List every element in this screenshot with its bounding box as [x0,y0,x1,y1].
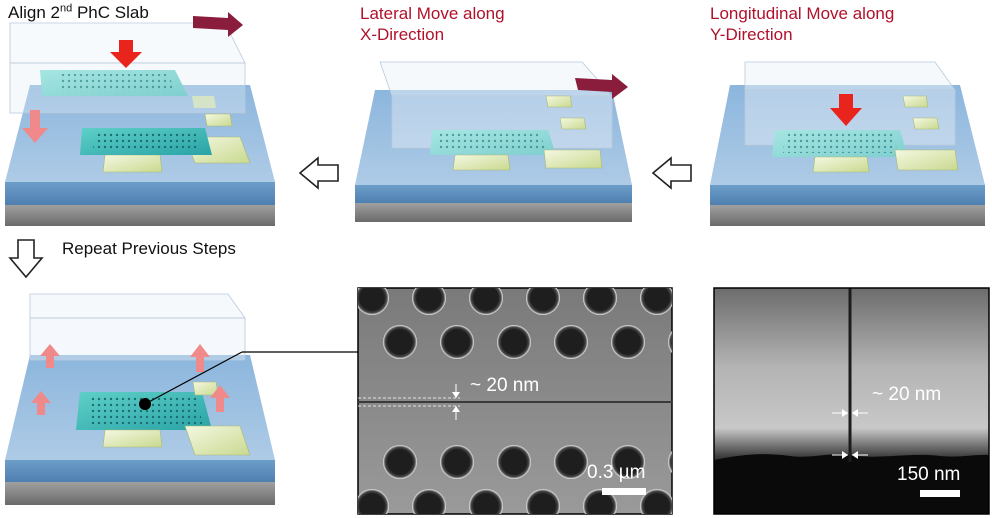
air-hole [383,325,417,359]
gap-arrow-right-icon [842,409,848,417]
pink-move-arrow-icon [22,110,48,143]
contact-pad [184,425,251,456]
pink-up-arrow-icon [210,385,230,412]
air-hole [497,445,531,479]
contact-pad [894,149,959,171]
sem-top-view: ~ 20 nm 0.3 µm [357,287,673,515]
transfer-stamp-top [29,293,246,319]
contact-pad [102,429,163,448]
substrate-gray-layer [710,205,985,226]
contact-pad [192,96,216,108]
contact-pad [559,117,587,130]
air-hole [640,288,672,315]
arrow-left-icon [651,156,692,190]
panel-stacked-result [5,293,358,505]
transfer-stamp-front [29,317,246,361]
contact-pad [102,154,163,173]
air-hole [554,445,588,479]
phc-holes [93,131,200,150]
red-move-arrow-icon [830,94,862,126]
pink-up-arrow-icon [40,344,60,368]
panel-longitudinal-move [710,61,985,226]
panel-lateral-move [355,61,632,222]
maroon-move-arrow-icon [193,12,243,37]
scale-bar [920,490,960,497]
air-hole [412,489,446,514]
phc-holes [783,133,898,153]
phc-holes [88,397,203,425]
sem-dark-base [714,454,989,514]
substrate-blue-layer [5,182,275,205]
contact-pad [912,117,940,130]
callout-line [144,351,243,405]
arrow-down-icon [8,239,44,279]
sem-cross-section: ~ 20 nm 150 nm [713,287,990,515]
air-hole [668,451,672,473]
contact-pad [204,113,233,127]
air-hole [640,489,672,514]
air-hole [611,445,645,479]
gap-arrow-left-icon [852,409,858,417]
phc-holes [58,74,176,92]
transfer-stamp-top [744,61,956,91]
substrate-gray-layer [5,205,275,226]
air-hole-row-bottom [358,445,672,514]
step-longitudinal-label: Longitudinal Move along Y-Direction [710,4,895,44]
air-hole [497,325,531,359]
contact-pad [545,95,573,108]
air-hole [440,325,474,359]
air-hole [554,325,588,359]
air-hole [583,288,617,315]
panel-align-slab [5,12,275,226]
contact-pad [452,154,511,171]
sem-top-scale-label: 0.3 µm [587,462,645,483]
substrate-blue-layer [5,460,275,482]
red-move-arrow-icon [110,40,142,68]
air-hole [358,489,389,514]
air-hole [383,445,417,479]
gap-arrow-right-icon [842,451,848,459]
substrate-gray-layer [5,482,275,505]
contact-pad [902,95,929,108]
pink-up-arrow-icon [31,391,51,415]
gap-arrow-up-icon [452,406,460,412]
substrate-gray-layer [355,203,632,222]
air-hole [358,288,389,315]
pink-up-arrow-icon [190,344,210,372]
air-hole [526,489,560,514]
gap-arrow-left-icon [852,451,858,459]
gap-arrow-down-icon [452,392,460,398]
arrow-left-icon [298,156,339,190]
sem-cross-gap-label: ~ 20 nm [872,384,941,405]
air-hole [526,288,560,315]
substrate-blue-layer [710,185,985,205]
step-lateral-label: Lateral Move along X-Direction [360,4,505,44]
air-hole [583,489,617,514]
step-repeat-label: Repeat Previous Steps [62,239,236,258]
contact-pad [543,149,603,169]
air-hole [412,288,446,315]
scale-bar [602,488,646,495]
substrate-blue-layer [355,185,632,203]
sem-cross-scale-label: 150 nm [897,464,960,485]
step-align-label: Align 2nd PhC Slab [8,2,149,22]
air-hole [440,445,474,479]
contact-pad [812,156,870,173]
sem-top-gap-label: ~ 20 nm [470,375,539,396]
air-hole [469,288,503,315]
phc-holes [438,133,546,151]
air-hole [668,331,672,353]
maroon-move-arrow-icon [575,74,628,99]
air-hole [611,325,645,359]
air-hole [469,489,503,514]
air-hole-row-top [358,288,672,359]
